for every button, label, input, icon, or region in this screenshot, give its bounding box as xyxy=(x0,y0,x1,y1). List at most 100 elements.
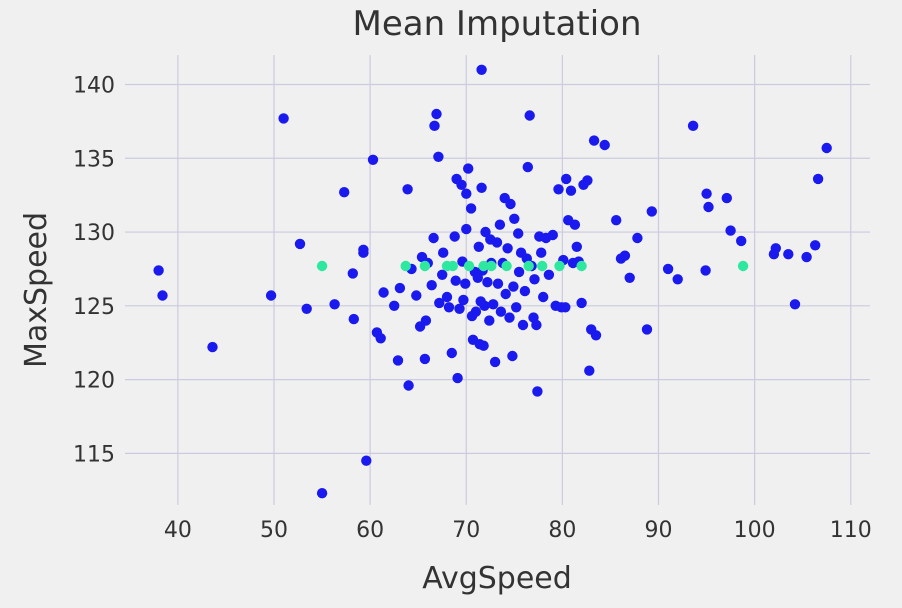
observed-point xyxy=(438,247,449,258)
observed-point xyxy=(801,251,812,263)
observed-point xyxy=(378,287,389,298)
observed-point xyxy=(429,120,440,131)
observed-point xyxy=(403,380,414,391)
observed-point xyxy=(482,277,493,288)
observed-point xyxy=(443,302,455,313)
observed-point xyxy=(632,232,643,244)
observed-point xyxy=(561,173,572,185)
observed-point xyxy=(511,302,522,313)
observed-point xyxy=(207,341,218,353)
observed-point xyxy=(402,184,413,195)
imputed-point xyxy=(501,260,512,272)
observed-point xyxy=(458,294,469,306)
observed-point xyxy=(504,312,515,323)
x-tick-label: 70 xyxy=(452,518,480,543)
observed-point xyxy=(582,175,593,186)
observed-point xyxy=(460,278,471,289)
observed-point xyxy=(450,275,461,286)
y-tick-label: 125 xyxy=(73,295,115,320)
observed-point xyxy=(479,300,490,311)
observed-point xyxy=(157,290,168,301)
observed-point xyxy=(509,213,520,224)
observed-point xyxy=(547,229,558,241)
observed-point xyxy=(721,192,732,204)
observed-point xyxy=(375,333,386,344)
observed-point xyxy=(560,302,571,313)
imputed-point xyxy=(523,260,534,272)
observed-point xyxy=(725,225,736,236)
observed-point xyxy=(565,185,577,196)
observed-point xyxy=(538,291,549,303)
observed-point xyxy=(662,263,674,275)
observed-point xyxy=(491,237,503,248)
observed-point xyxy=(492,278,504,289)
imputed-point xyxy=(419,260,431,272)
imputed-point xyxy=(316,260,328,272)
observed-point xyxy=(500,288,511,300)
imputed-point xyxy=(737,260,749,272)
observed-point xyxy=(505,198,516,210)
observed-point xyxy=(489,356,501,368)
observed-point xyxy=(278,113,289,124)
observed-point xyxy=(454,303,465,314)
observed-point xyxy=(700,265,711,276)
y-tick-labels: 115 120 125 130 135 140 xyxy=(73,74,115,468)
observed-point xyxy=(301,303,312,314)
observed-point xyxy=(783,249,794,260)
observed-point xyxy=(437,269,448,280)
imputed-point xyxy=(478,260,489,272)
observed-point xyxy=(736,235,747,247)
observed-point xyxy=(624,272,635,283)
observed-point xyxy=(367,154,379,165)
observed-point xyxy=(529,274,540,285)
x-tick-label: 50 xyxy=(260,518,288,543)
observed-point xyxy=(394,282,406,294)
observed-point xyxy=(619,250,631,261)
observed-point xyxy=(265,290,277,301)
observed-point xyxy=(524,110,535,121)
observed-point xyxy=(522,161,533,173)
observed-point xyxy=(513,266,525,278)
observed-point xyxy=(465,203,477,214)
observed-point xyxy=(348,313,359,325)
observed-point xyxy=(590,330,602,341)
observed-point xyxy=(588,135,600,146)
data-points xyxy=(153,64,832,499)
x-tick-label: 80 xyxy=(548,518,576,543)
observed-point xyxy=(461,223,472,235)
observed-point xyxy=(411,290,422,301)
observed-point xyxy=(532,386,543,397)
observed-point xyxy=(472,272,483,283)
observed-point xyxy=(641,324,653,335)
observed-point xyxy=(329,299,340,310)
observed-point xyxy=(531,319,542,331)
observed-point xyxy=(473,241,484,252)
observed-point xyxy=(434,297,445,309)
y-tick-label: 120 xyxy=(73,369,115,394)
observed-point xyxy=(347,268,358,279)
observed-point xyxy=(687,120,699,131)
observed-point xyxy=(153,265,164,276)
observed-point xyxy=(513,228,524,239)
observed-point xyxy=(389,300,400,311)
observed-point xyxy=(536,247,547,258)
observed-point xyxy=(502,243,513,254)
imputed-point xyxy=(486,260,497,272)
observed-point xyxy=(426,280,437,291)
observed-point xyxy=(495,306,507,317)
observed-point xyxy=(770,243,781,254)
observed-point xyxy=(519,285,531,297)
observed-point xyxy=(507,350,518,362)
observed-point xyxy=(316,488,328,499)
observed-point xyxy=(543,269,555,280)
x-axis-label: AvgSpeed xyxy=(422,561,572,596)
observed-point xyxy=(810,240,821,251)
chart-title: Mean Imputation xyxy=(352,4,641,44)
imputed-point xyxy=(400,260,411,272)
observed-point xyxy=(441,291,453,303)
imputed-point xyxy=(554,260,565,272)
observed-point xyxy=(584,365,595,376)
observed-point xyxy=(494,219,506,230)
observed-point xyxy=(456,179,467,190)
observed-point xyxy=(703,201,714,213)
